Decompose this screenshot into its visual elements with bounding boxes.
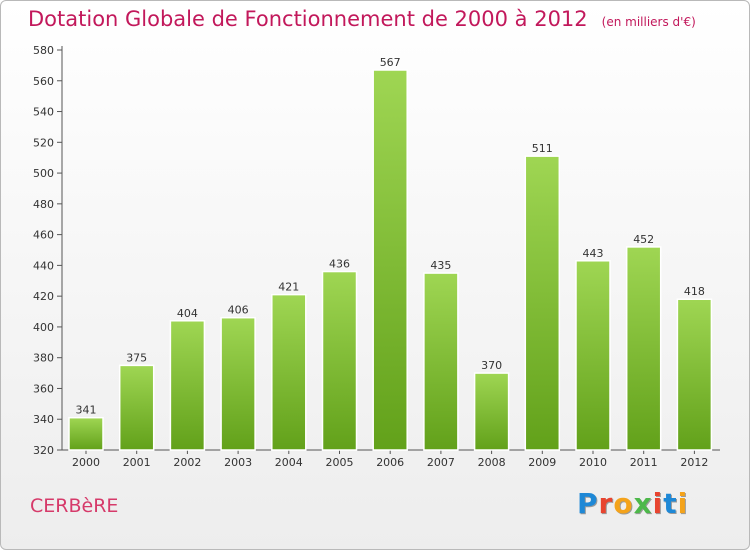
- bar-2007: [423, 272, 459, 451]
- x-tick-label-2002: 2002: [173, 456, 201, 469]
- bar-2004: [271, 293, 307, 451]
- y-tick-label: 540: [33, 106, 54, 119]
- value-label-2012: 418: [684, 285, 705, 298]
- value-label-2002: 404: [177, 307, 198, 320]
- chart-bars: [68, 69, 713, 451]
- logo-letter: t: [663, 487, 678, 520]
- y-tick-label: 400: [33, 321, 54, 334]
- bar-2011: [625, 246, 662, 451]
- y-tick-label: 560: [33, 75, 54, 88]
- x-tick-label-2003: 2003: [224, 456, 252, 469]
- x-tick-label-2011: 2011: [630, 456, 658, 469]
- chart-labels: 341 2000 375 2001 404 2002 406 2003 421 2004 436 20…: [72, 56, 708, 469]
- bar-2012: [676, 298, 713, 451]
- proxiti-logo: Proxiti: [577, 487, 688, 520]
- logo-letter: P: [577, 487, 599, 520]
- chart-subtitle: (en milliers d'€): [601, 15, 696, 29]
- chart-title: Dotation Globale de Fonctionnement de 20…: [28, 7, 696, 31]
- bar-2009: [524, 155, 561, 451]
- y-tick-label: 320: [33, 444, 54, 457]
- y-tick-label: 340: [33, 413, 54, 426]
- bar-2001: [118, 364, 155, 451]
- y-tick-label: 520: [33, 136, 54, 149]
- logo-letter: o: [613, 487, 634, 520]
- commune-name: CERBèRE: [30, 495, 119, 517]
- value-label-2007: 435: [430, 259, 451, 272]
- bar-2003: [220, 316, 256, 451]
- logo-letter: i: [677, 487, 689, 520]
- x-tick-label-2006: 2006: [376, 456, 404, 469]
- x-tick-label-2007: 2007: [427, 456, 455, 469]
- value-label-2006: 567: [380, 56, 401, 69]
- value-label-2003: 406: [228, 304, 249, 317]
- value-label-2004: 421: [278, 281, 299, 294]
- logo-letter: r: [598, 487, 614, 520]
- y-tick-label: 360: [33, 382, 54, 395]
- value-label-2010: 443: [583, 247, 604, 260]
- value-label-2001: 375: [126, 351, 147, 364]
- x-tick-label-2005: 2005: [326, 456, 354, 469]
- y-tick-label: 440: [33, 259, 54, 272]
- value-label-2009: 511: [532, 142, 553, 155]
- bar-2005: [321, 270, 358, 451]
- value-label-2005: 436: [329, 258, 350, 271]
- y-tick-label: 480: [33, 198, 54, 211]
- x-tick-label-2004: 2004: [275, 456, 303, 469]
- chart-title-text: Dotation Globale de Fonctionnement de 20…: [28, 7, 588, 31]
- logo-letter: x: [633, 487, 653, 520]
- bar-2008: [473, 372, 510, 451]
- bar-2006: [372, 69, 408, 451]
- x-tick-label-2012: 2012: [680, 456, 708, 469]
- value-label-2011: 452: [633, 233, 654, 246]
- logo-letter: i: [652, 487, 664, 520]
- x-tick-label-2008: 2008: [478, 456, 506, 469]
- y-tick-label: 420: [33, 290, 54, 303]
- bar-2000: [68, 416, 104, 451]
- y-tick-label: 580: [33, 44, 54, 57]
- value-label-2008: 370: [481, 359, 502, 372]
- x-tick-label-2001: 2001: [123, 456, 151, 469]
- y-tick-label: 460: [33, 229, 54, 242]
- bar-2010: [575, 260, 611, 451]
- y-tick-label: 380: [33, 352, 54, 365]
- x-tick-label-2010: 2010: [579, 456, 607, 469]
- bar-2002: [169, 320, 206, 451]
- x-tick-label-2009: 2009: [528, 456, 556, 469]
- x-tick-label-2000: 2000: [72, 456, 100, 469]
- y-tick-label: 500: [33, 167, 54, 180]
- value-label-2000: 341: [76, 404, 97, 417]
